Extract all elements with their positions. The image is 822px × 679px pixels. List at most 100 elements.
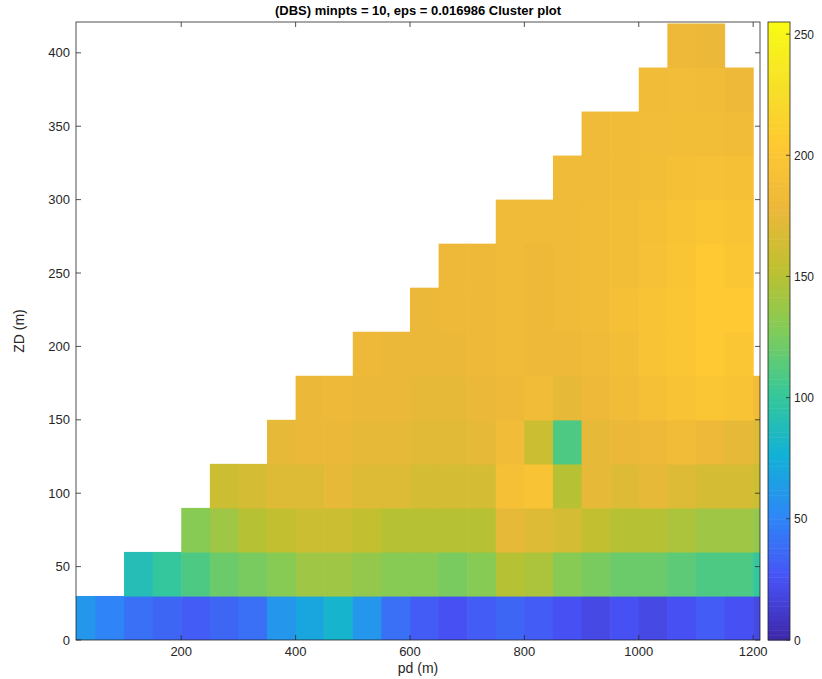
heat-cell <box>267 464 296 509</box>
colorbar-swatch <box>768 22 790 27</box>
colorbar-swatch <box>768 143 790 148</box>
colorbar-swatch <box>768 138 790 143</box>
x-tick-label: 200 <box>170 644 192 659</box>
colorbar-swatch <box>768 234 790 239</box>
colorbar-swatch <box>768 558 790 563</box>
heat-cell <box>410 464 439 509</box>
colorbar-swatch <box>768 601 790 606</box>
heat-cell <box>553 376 582 421</box>
colorbar-swatch <box>768 191 790 196</box>
colorbar-swatch <box>768 186 790 191</box>
heat-cell <box>267 596 296 640</box>
heat-cell <box>725 332 754 377</box>
heat-cell <box>181 552 210 597</box>
colorbar-swatch <box>768 292 790 297</box>
heat-cell <box>696 112 725 157</box>
x-tick-top <box>524 22 525 27</box>
colorbar-swatch <box>768 452 790 457</box>
colorbar-swatch <box>768 490 790 495</box>
heat-cell <box>639 508 668 553</box>
colorbar-swatch <box>768 36 790 41</box>
colorbar-swatch <box>768 374 790 379</box>
colorbar-swatch <box>768 331 790 336</box>
heat-cell <box>296 552 325 597</box>
y-tick-right <box>755 566 760 567</box>
heat-cell <box>296 596 325 640</box>
heat-cell <box>353 420 382 465</box>
heat-cell <box>725 200 754 245</box>
y-tick <box>76 273 81 274</box>
y-tick-right <box>755 199 760 200</box>
heat-cell <box>553 508 582 553</box>
colorbar-swatch <box>768 621 790 626</box>
heat-cell <box>524 288 553 333</box>
colorbar-swatch <box>768 481 790 486</box>
heat-cell <box>496 464 525 509</box>
heat-cell <box>582 552 611 597</box>
heat-cell <box>667 112 696 157</box>
heat-cell <box>210 596 239 640</box>
colorbar-swatch <box>768 548 790 553</box>
y-tick <box>76 493 81 494</box>
heat-cell <box>667 464 696 509</box>
colorbar-swatch <box>768 442 790 447</box>
heat-cell <box>753 508 760 553</box>
colorbar-swatch <box>768 500 790 505</box>
heat-cell <box>496 332 525 377</box>
heat-cell <box>439 244 468 289</box>
colorbar-swatch <box>768 524 790 529</box>
colorbar-swatch <box>768 119 790 124</box>
colorbar-swatch <box>768 51 790 56</box>
y-tick-right <box>755 273 760 274</box>
y-tick-right <box>755 346 760 347</box>
colorbar-swatch <box>768 457 790 462</box>
colorbar-swatch <box>768 568 790 573</box>
colorbar-tick <box>786 397 790 398</box>
colorbar-swatch <box>768 529 790 534</box>
heat-cell <box>524 508 553 553</box>
y-tick <box>76 199 81 200</box>
heat-cell <box>381 596 410 640</box>
heat-cell <box>553 156 582 201</box>
heat-cell <box>439 420 468 465</box>
y-tick <box>76 419 81 420</box>
heat-cell <box>439 552 468 597</box>
colorbar-swatch <box>768 577 790 582</box>
heat-cell <box>210 464 239 509</box>
colorbar-swatch <box>768 326 790 331</box>
heat-cell <box>696 420 725 465</box>
colorbar-swatch <box>768 539 790 544</box>
heat-cell <box>524 420 553 465</box>
heat-cell <box>696 376 725 421</box>
y-tick-right <box>755 52 760 53</box>
colorbar-swatch <box>768 597 790 602</box>
x-tick-top <box>753 22 754 27</box>
y-tick-label: 0 <box>63 633 70 648</box>
heat-cell <box>639 332 668 377</box>
heat-cell <box>725 376 754 421</box>
y-tick-right <box>755 126 760 127</box>
heat-cell <box>639 596 668 640</box>
x-tick-label: 1200 <box>739 644 768 659</box>
heat-cell <box>553 244 582 289</box>
x-tick <box>409 635 410 640</box>
y-tick-right <box>755 493 760 494</box>
colorbar-swatch <box>768 249 790 254</box>
heat-cell <box>639 244 668 289</box>
colorbar-swatch <box>768 220 790 225</box>
heat-cell <box>582 376 611 421</box>
colorbar-frame <box>768 22 790 640</box>
background <box>0 0 822 679</box>
heat-cell <box>524 332 553 377</box>
colorbar-swatch <box>768 336 790 341</box>
heat-cell <box>324 464 353 509</box>
heat-cell <box>381 332 410 377</box>
heat-cell <box>410 596 439 640</box>
colorbar-swatch <box>768 365 790 370</box>
y-tick-label: 400 <box>48 45 70 60</box>
colorbar-swatch <box>768 389 790 394</box>
heat-cell <box>353 376 382 421</box>
y-tick-label: 300 <box>48 192 70 207</box>
chart: 2004006008001000120005010015020025030035… <box>0 0 822 679</box>
heat-cell <box>324 596 353 640</box>
